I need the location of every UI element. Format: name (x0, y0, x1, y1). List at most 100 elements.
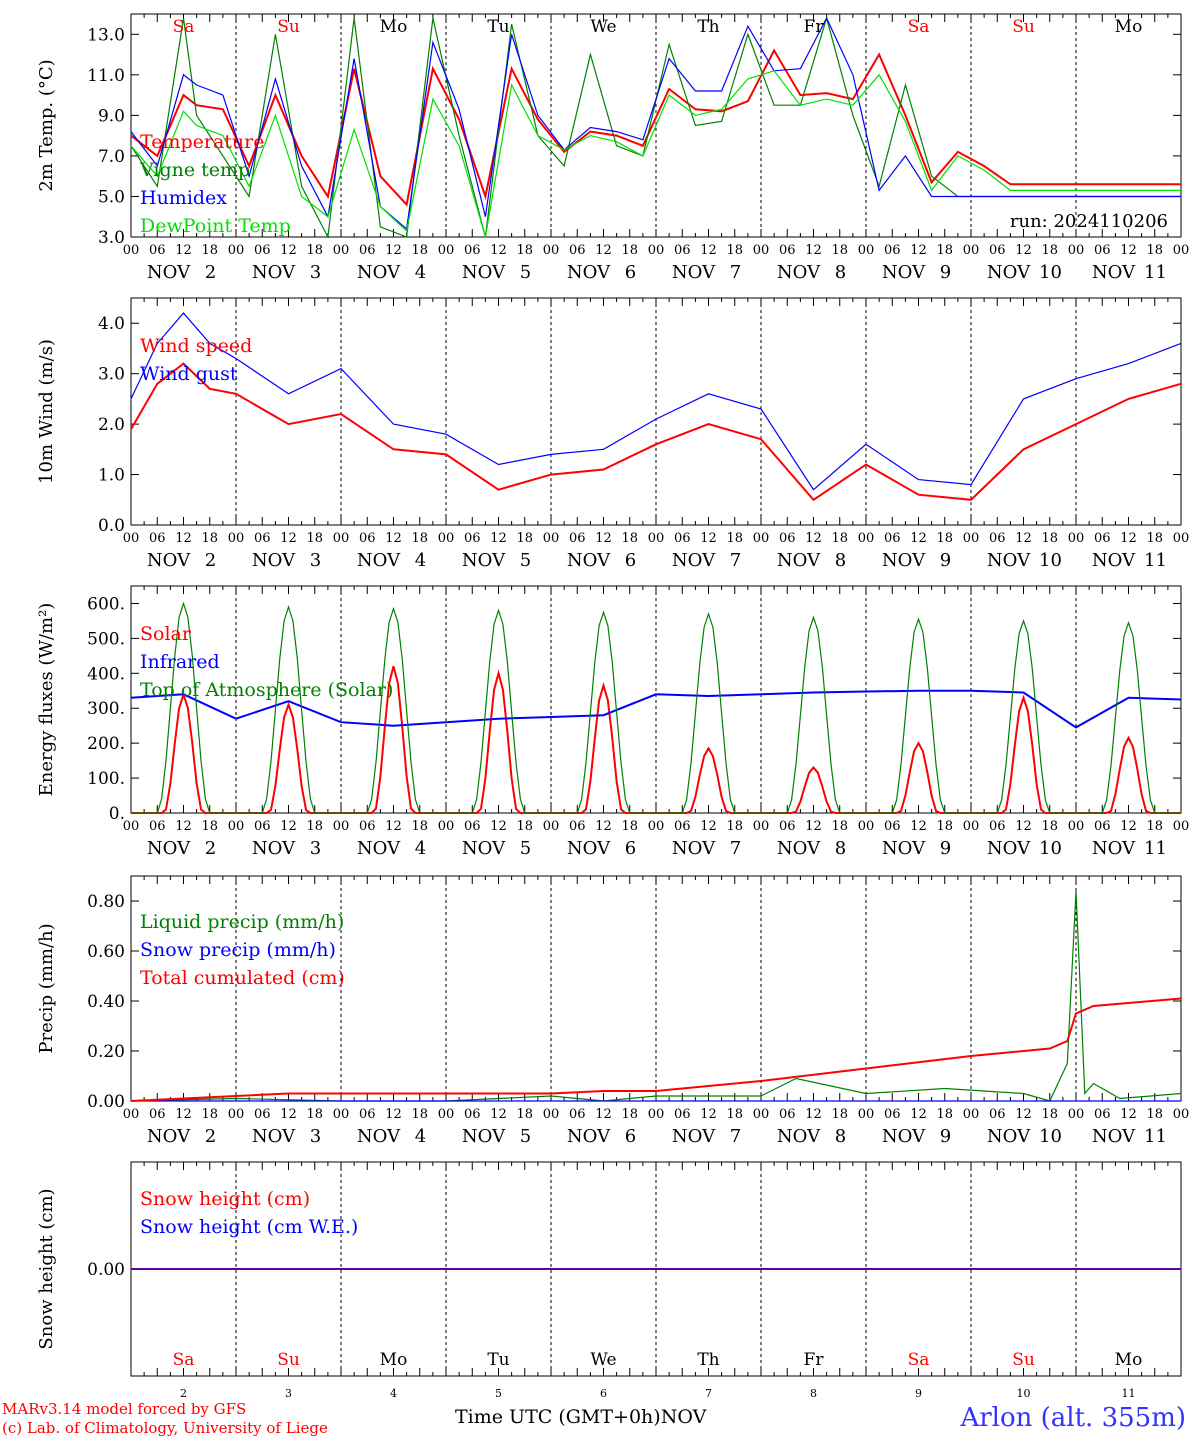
x-tick-label: 06 (464, 1107, 481, 1122)
x-tick-label: 06 (1094, 1107, 1111, 1122)
x-tick-label: 12 (490, 531, 507, 546)
x-tick-label: 12 (280, 1107, 297, 1122)
day-number: 8 (835, 1126, 846, 1147)
x-tick-label: 18 (411, 819, 428, 834)
day-number: 9 (915, 1387, 922, 1400)
month-label: NOV (777, 550, 821, 571)
x-tick-label: 12 (385, 819, 402, 834)
y-tick-label: 300. (87, 699, 125, 719)
x-tick-label: 00 (753, 1107, 770, 1122)
x-tick-label: 12 (490, 819, 507, 834)
x-tick-label: 06 (884, 1107, 901, 1122)
x-tick-label: 06 (779, 819, 796, 834)
month-label: NOV (357, 838, 401, 859)
x-tick-label: 00 (1173, 819, 1190, 834)
x-tick-label: 18 (306, 531, 323, 546)
month-label: NOV (777, 262, 821, 283)
month-label: NOV (1092, 1126, 1136, 1147)
x-tick-label: 12 (280, 243, 297, 258)
weekday-label: Sa (908, 17, 930, 37)
x-tick-label: 06 (149, 819, 166, 834)
x-tick-label: 18 (516, 243, 533, 258)
x-tick-label: 18 (516, 819, 533, 834)
x-tick-label: 18 (201, 531, 218, 546)
legend-entry: Solar (140, 623, 192, 645)
x-tick-label: 00 (648, 1107, 665, 1122)
x-tick-label: 06 (674, 1107, 691, 1122)
legend-entry: Snow height (cm W.E.) (140, 1216, 358, 1238)
x-tick-label: 12 (910, 243, 927, 258)
weekday-label: Mo (380, 1350, 408, 1370)
x-tick-label: 00 (438, 531, 455, 546)
x-tick-label: 12 (700, 243, 717, 258)
x-tick-label: 12 (700, 1107, 717, 1122)
x-tick-label: 06 (1094, 531, 1111, 546)
day-number: 9 (940, 262, 951, 283)
y-tick-label: 3.0 (98, 228, 125, 248)
x-tick-label: 00 (1173, 1107, 1190, 1122)
day-number: 7 (730, 262, 741, 283)
x-tick-label: 00 (123, 1107, 140, 1122)
weekday-label: Su (1012, 17, 1035, 37)
x-tick-label: 00 (1068, 819, 1085, 834)
day-number: 4 (415, 550, 426, 571)
x-tick-label: 06 (884, 531, 901, 546)
y-tick-label: 5.0 (98, 187, 125, 207)
x-tick-label: 00 (543, 531, 560, 546)
legend-entry: Liquid precip (mm/h) (140, 911, 344, 933)
weekday-label: Su (277, 1350, 300, 1370)
x-tick-label: 18 (201, 1107, 218, 1122)
x-tick-label: 06 (359, 531, 376, 546)
y-tick-label: 3.0 (98, 365, 125, 385)
x-tick-label: 00 (753, 243, 770, 258)
x-tick-label: 12 (910, 531, 927, 546)
x-tick-label: 00 (228, 243, 245, 258)
x-tick-label: 12 (175, 1107, 192, 1122)
y-tick-label: 2.0 (98, 415, 125, 435)
x-tick-label: 18 (1041, 819, 1058, 834)
x-tick-label: 00 (648, 243, 665, 258)
day-number: 3 (310, 838, 321, 859)
day-number: 4 (415, 838, 426, 859)
x-tick-label: 06 (359, 819, 376, 834)
weekday-label: Th (697, 17, 719, 37)
x-tick-label: 00 (228, 819, 245, 834)
x-tick-label: 12 (595, 243, 612, 258)
weekday-label: Tu (487, 17, 509, 37)
y-tick-label: 0.80 (87, 892, 125, 912)
month-label: NOV (882, 838, 926, 859)
x-tick-label: 00 (438, 819, 455, 834)
month-label: NOV (252, 262, 296, 283)
series-line (130, 16, 1181, 231)
x-tick-label: 06 (674, 243, 691, 258)
x-tick-label: 00 (438, 243, 455, 258)
x-tick-label: 18 (726, 1107, 743, 1122)
x-tick-label: 18 (621, 243, 638, 258)
snow-height-ylabel: Snow height (cm) (36, 1188, 57, 1349)
x-tick-label: 00 (1068, 531, 1085, 546)
series-line (131, 601, 1181, 814)
x-tick-label: 00 (858, 819, 875, 834)
x-tick-label: 12 (280, 819, 297, 834)
x-tick-label: 06 (569, 531, 586, 546)
y-tick-label: 1.0 (98, 466, 125, 486)
month-label: NOV (462, 838, 506, 859)
x-tick-label: 18 (621, 819, 638, 834)
x-tick-label: 00 (123, 243, 140, 258)
y-tick-label: 4.0 (98, 314, 125, 334)
x-tick-label: 18 (1041, 1107, 1058, 1122)
day-number: 5 (495, 1387, 502, 1400)
x-tick-label: 06 (674, 819, 691, 834)
legend-entry: Temperature (140, 131, 264, 153)
x-tick-label: 00 (963, 819, 980, 834)
x-axis-title-text: Time UTC (GMT+0h) (455, 1406, 661, 1428)
month-label: NOV (357, 262, 401, 283)
footer-credit-text: (c) Lab. of Climatology, University of L… (2, 1419, 328, 1437)
weekday-label: Su (1012, 1350, 1035, 1370)
day-number: 7 (730, 838, 741, 859)
x-tick-label: 12 (700, 819, 717, 834)
wind-panel (130, 297, 1182, 526)
x-tick-label: 00 (1068, 243, 1085, 258)
x-tick-label: 06 (884, 819, 901, 834)
x-tick-label: 12 (385, 1107, 402, 1122)
